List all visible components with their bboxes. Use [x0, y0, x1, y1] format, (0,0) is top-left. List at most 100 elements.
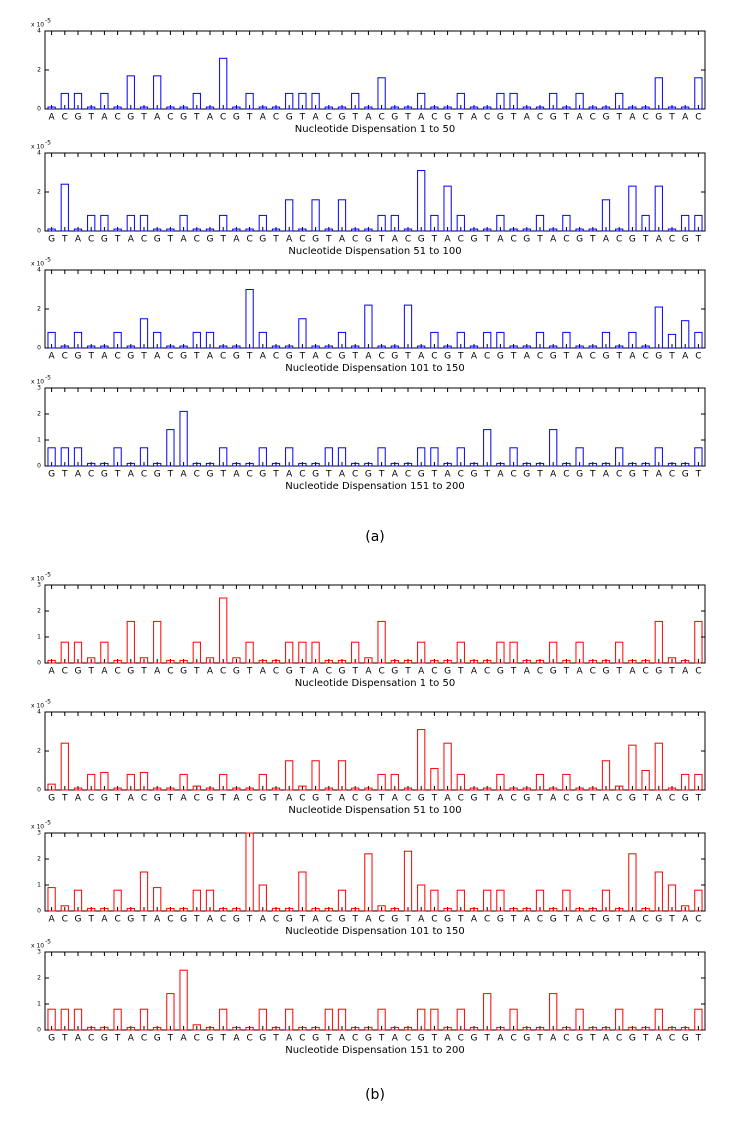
x-tick-label: T: [378, 794, 385, 804]
plot-frame: [44, 711, 706, 791]
x-tick-label: A: [75, 235, 82, 245]
plot-frame: [44, 152, 706, 232]
peak: [166, 429, 175, 467]
x-tick-label: A: [629, 352, 636, 362]
x-tick-label: T: [378, 470, 385, 480]
x-tick-label: A: [154, 667, 161, 677]
peak: [205, 106, 215, 110]
x-tick-label: A: [154, 352, 161, 362]
x-tick-label: T: [87, 667, 94, 677]
x-tick-label: G: [75, 667, 82, 677]
x-tick-label: A: [603, 794, 610, 804]
x-tick-label: A: [656, 794, 663, 804]
peak: [575, 1008, 584, 1031]
x-tick-label: A: [392, 235, 399, 245]
y-tick-label: 3: [37, 830, 41, 837]
peak: [73, 447, 83, 467]
peak: [456, 92, 465, 110]
x-tick-label: T: [457, 915, 464, 925]
peak: [390, 659, 399, 664]
peak: [113, 889, 122, 912]
peak: [192, 228, 201, 232]
peak: [100, 907, 109, 912]
x-tick-label: T: [272, 235, 279, 245]
x-tick-label: A: [207, 667, 214, 677]
x-tick-label: A: [49, 667, 56, 677]
peak: [258, 106, 267, 110]
x-tick-label: C: [695, 667, 701, 677]
x-tick-label: G: [207, 470, 214, 480]
peak: [496, 331, 505, 349]
y-tick-label: 4: [37, 150, 41, 157]
x-tick-label: G: [523, 470, 530, 480]
peak: [324, 1008, 333, 1031]
x-tick-label: C: [537, 915, 543, 925]
x-tick-label: A: [550, 235, 557, 245]
x-tick-label: T: [167, 1034, 174, 1044]
peak: [324, 106, 333, 110]
peak: [258, 1008, 267, 1031]
peak: [562, 331, 571, 349]
x-tick-label: G: [576, 1034, 583, 1044]
peak: [654, 77, 663, 110]
x-tick-label: C: [458, 470, 464, 480]
y-scale-exponent: -5: [45, 18, 51, 25]
x-tick-label: C: [167, 113, 173, 123]
peak: [139, 318, 149, 349]
x-tick-label: G: [576, 235, 583, 245]
peak: [60, 447, 69, 467]
peak: [179, 345, 188, 349]
peak: [535, 773, 545, 791]
plot-frame: [44, 30, 706, 110]
peak: [575, 787, 584, 791]
x-tick-label: T: [483, 794, 490, 804]
peak: [232, 1026, 241, 1031]
x-tick-label: T: [589, 1034, 596, 1044]
peak: [403, 1026, 413, 1031]
peak: [496, 214, 505, 232]
peak: [377, 214, 386, 232]
x-tick-label: T: [193, 667, 200, 677]
peak: [601, 760, 611, 791]
x-tick-label: C: [273, 352, 279, 362]
x-tick-label: T: [219, 1034, 226, 1044]
x-tick-label: A: [418, 667, 425, 677]
y-scale-exponent: -5: [45, 699, 51, 706]
x-tick-label: A: [445, 1034, 452, 1044]
peak: [667, 1026, 677, 1031]
peak: [166, 228, 175, 232]
peak: [271, 462, 281, 467]
peak: [258, 447, 267, 467]
peak: [469, 106, 479, 110]
peak: [258, 773, 267, 791]
y-tick-label: 2: [37, 748, 41, 755]
peak: [47, 1008, 56, 1031]
peak: [615, 447, 624, 467]
peak: [667, 787, 677, 791]
x-tick-label: A: [497, 1034, 504, 1044]
x-tick-label: C: [378, 915, 384, 925]
peak: [298, 92, 307, 110]
y-tick-label: 2: [37, 67, 41, 74]
peak: [654, 742, 663, 791]
peak: [139, 657, 149, 664]
x-axis-label: Nucleotide Dispensation 151 to 200: [285, 481, 465, 492]
x-tick-label: A: [101, 113, 108, 123]
x-tick-label: C: [246, 794, 252, 804]
x-tick-label: C: [114, 113, 120, 123]
peak: [694, 77, 703, 110]
x-tick-label: A: [524, 915, 531, 925]
peak: [509, 228, 518, 232]
x-tick-label: G: [497, 915, 504, 925]
peak: [641, 770, 650, 791]
peak: [667, 657, 677, 664]
x-tick-label: C: [62, 113, 68, 123]
x-tick-label: C: [669, 794, 675, 804]
peak: [667, 333, 677, 349]
peak: [549, 787, 558, 791]
x-tick-label: T: [483, 235, 490, 245]
x-tick-label: G: [48, 794, 55, 804]
x-tick-label: T: [695, 235, 702, 245]
x-axis-label: Nucleotide Dispensation 1 to 50: [295, 678, 455, 689]
